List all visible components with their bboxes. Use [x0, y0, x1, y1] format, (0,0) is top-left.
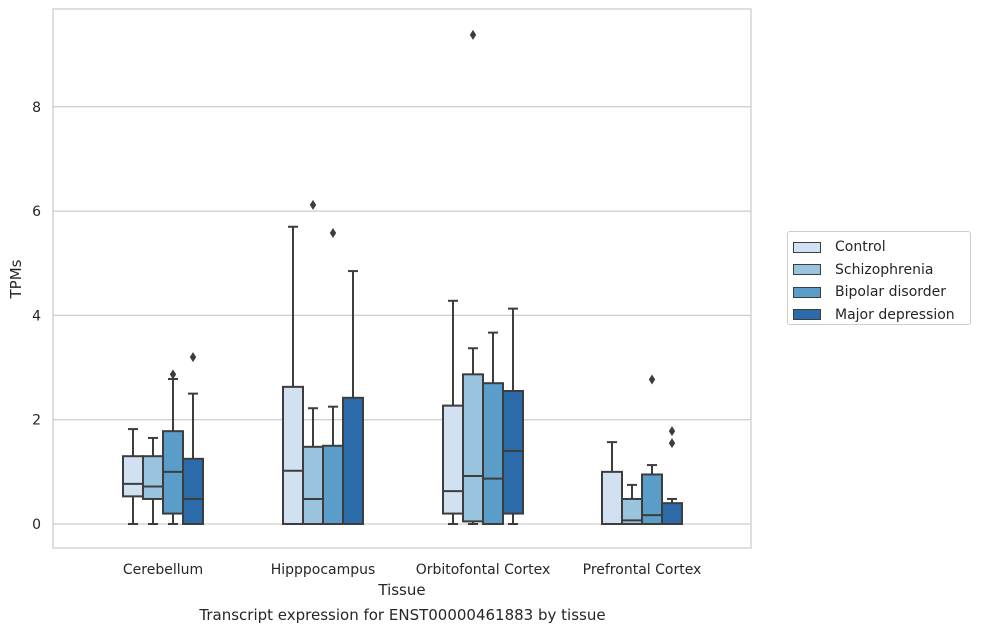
- outlier-point: [668, 426, 676, 437]
- x-tick-label: Hipppocampus: [271, 562, 376, 578]
- box: [641, 374, 663, 525]
- box-iqr: [482, 382, 504, 525]
- y-tick-label: 2: [32, 413, 41, 429]
- box-iqr: [282, 385, 304, 525]
- box: [502, 307, 524, 525]
- box: [282, 225, 304, 525]
- x-axis-ticks: Cerebellum Hipppocampus Orbitofontal Corte…: [123, 562, 701, 578]
- x-axis-title: Tissue: [377, 581, 425, 599]
- box-iqr: [661, 502, 683, 526]
- outlier-point: [648, 374, 656, 385]
- box: [162, 369, 184, 525]
- box: [462, 29, 484, 525]
- legend-label: Bipolar disorder: [835, 284, 947, 301]
- legend-swatch: [793, 286, 821, 298]
- outlier-point: [668, 438, 676, 449]
- box-series: [122, 29, 683, 526]
- box: [122, 428, 144, 525]
- box-iqr: [442, 404, 464, 515]
- box-iqr: [182, 457, 204, 525]
- box: [621, 483, 643, 525]
- box: [182, 352, 204, 525]
- box-iqr: [122, 455, 144, 498]
- plot-area-frame: [52, 8, 752, 549]
- legend-item: Schizophrenia: [788, 259, 970, 282]
- legend-item: Major depression: [788, 304, 970, 327]
- series-schizophrenia: [142, 29, 643, 525]
- legend-item: Bipolar disorder: [788, 281, 970, 304]
- box: [322, 228, 344, 525]
- box: [142, 436, 164, 525]
- legend: Control Schizophrenia Bipolar disorder Majo…: [787, 231, 971, 325]
- box-iqr: [502, 390, 524, 515]
- box-iqr: [641, 473, 663, 525]
- y-tick-label: 0: [32, 517, 41, 533]
- box-iqr: [302, 445, 324, 525]
- chart-caption: Transcript expression for ENST0000046188…: [199, 606, 606, 624]
- x-tick-label: Orbitofontal Cortex: [416, 562, 551, 578]
- outlier-point: [189, 352, 197, 363]
- box: [342, 270, 364, 525]
- legend-label: Major depression: [835, 306, 955, 323]
- legend-swatch: [793, 241, 821, 253]
- box-iqr: [322, 444, 344, 525]
- y-tick-label: 4: [32, 308, 41, 324]
- y-axis-ticks: 0 2 4 6 8: [32, 100, 41, 533]
- box: [442, 299, 464, 525]
- outlier-point: [329, 228, 337, 239]
- box: [661, 426, 683, 526]
- outlier-point: [309, 199, 317, 210]
- box-iqr: [142, 455, 164, 500]
- box-iqr: [601, 470, 623, 526]
- outlier-point: [169, 369, 177, 380]
- legend-label: Schizophrenia: [835, 261, 934, 278]
- box-iqr: [342, 396, 364, 525]
- x-tick-label: Prefrontal Cortex: [583, 562, 702, 578]
- box: [601, 441, 623, 526]
- series-bipolar-disorder: [162, 228, 663, 525]
- y-axis-title: TPMs: [7, 259, 25, 299]
- legend-swatch: [793, 264, 821, 276]
- box: [302, 199, 324, 525]
- legend-label: Control: [835, 239, 886, 256]
- box-iqr: [462, 373, 484, 523]
- series-control: [122, 225, 623, 526]
- y-tick-label: 6: [32, 204, 41, 220]
- y-tick-label: 8: [32, 100, 41, 116]
- legend-swatch: [793, 309, 821, 321]
- outlier-point: [469, 29, 477, 40]
- series-major-depression: [182, 270, 683, 526]
- legend-item: Control: [788, 236, 970, 259]
- box: [482, 331, 504, 525]
- x-tick-label: Cerebellum: [123, 562, 203, 578]
